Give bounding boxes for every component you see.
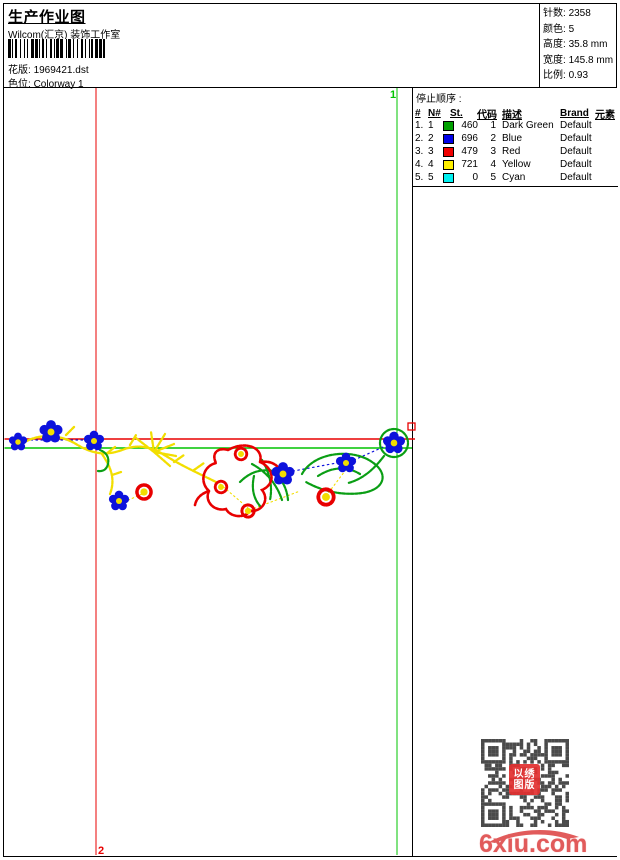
row-index: 3. <box>415 146 424 157</box>
colorway-label: 色位: <box>8 79 31 90</box>
row-index: 2. <box>415 133 424 144</box>
watermark: 6xiu.com <box>475 826 587 858</box>
design-file-value: 1969421.dst <box>33 65 89 76</box>
stop-sequence-row: 3. 3 479 3 Red Default <box>415 145 618 158</box>
guide-label-1: 1 <box>390 89 396 101</box>
row-index: 4. <box>415 159 424 170</box>
thread-color-swatch <box>443 146 454 157</box>
col-brand: Brand <box>560 108 589 119</box>
row-brand: Default <box>560 120 592 131</box>
stop-sequence-row: 5. 5 0 5 Cyan Default <box>415 171 618 184</box>
stat-scale: 比例: 0.93 <box>543 70 589 81</box>
stop-sequence-row: 2. 2 696 2 Blue Default <box>415 132 618 145</box>
thread-color-swatch <box>443 133 454 144</box>
thread-color-swatch <box>443 159 454 170</box>
col-needle: N# <box>428 108 441 119</box>
thread-color-swatch <box>443 120 454 131</box>
row-needle-number: 4 <box>428 159 434 170</box>
stop-sequence-row: 1. 1 460 1 Dark Green Default <box>415 119 618 132</box>
row-color-description: Dark Green <box>502 120 554 131</box>
row-stitch-count: 696 <box>461 133 478 144</box>
header: 生产作业图 Wilcom(汇京) 装饰工作室 花版: 1969421.dst 色… <box>4 4 616 90</box>
row-index: 5. <box>415 172 424 183</box>
stop-sequence-header: # N# St. 代码 描述 Brand 元素 <box>415 106 618 121</box>
stat-height: 高度: 35.8 mm <box>543 39 608 50</box>
row-needle-number: 2 <box>428 133 434 144</box>
row-brand: Default <box>560 159 592 170</box>
guide-label-2: 2 <box>98 845 104 855</box>
row-index: 1. <box>415 120 424 131</box>
row-stitch-count: 479 <box>461 146 478 157</box>
end-point-marker <box>407 422 416 431</box>
qr-code: 以绣 图版 <box>481 739 569 827</box>
col-code: 代码 <box>477 110 497 121</box>
row-color-code: 2 <box>490 133 496 144</box>
row-stitch-count: 721 <box>461 159 478 170</box>
row-color-code: 3 <box>490 146 496 157</box>
stop-sequence-panel: 停止顺序 : # N# St. 代码 描述 Brand 元素 1. 1 460 <box>412 88 618 856</box>
design-file-label: 花版: <box>8 65 31 76</box>
row-brand: Default <box>560 146 592 157</box>
stop-sequence-table: # N# St. 代码 描述 Brand 元素 1. 1 460 1 Dark … <box>413 106 618 187</box>
col-hash: # <box>415 108 421 119</box>
row-color-code: 1 <box>490 120 496 131</box>
row-color-code: 5 <box>490 172 496 183</box>
watermark-swoosh <box>489 829 579 843</box>
colorway-line: 色位: Colorway 1 <box>8 75 84 90</box>
stat-width: 宽度: 145.8 mm <box>543 54 614 66</box>
row-brand: Default <box>560 133 592 144</box>
col-element: 元素 <box>595 110 615 121</box>
row-stitch-count: 0 <box>472 172 478 183</box>
row-color-description: Yellow <box>502 159 531 170</box>
col-stitches: St. <box>450 108 463 119</box>
stat-colors: 颜色: 5 <box>543 23 575 35</box>
row-brand: Default <box>560 172 592 183</box>
page-border: 生产作业图 Wilcom(汇京) 装饰工作室 花版: 1969421.dst 色… <box>3 3 618 858</box>
stop-sequence-rows: 1. 1 460 1 Dark Green Default 2. 2 696 <box>415 119 618 184</box>
colorway-value: Colorway 1 <box>33 79 84 90</box>
embroidery-design <box>8 420 410 519</box>
seal-text-top: 以绣 <box>513 768 536 780</box>
row-needle-number: 3 <box>428 146 434 157</box>
row-color-code: 4 <box>490 159 496 170</box>
page-title: 生产作业图 <box>8 9 86 26</box>
row-color-description: Cyan <box>502 172 526 183</box>
row-needle-number: 1 <box>428 120 434 131</box>
row-stitch-count: 460 <box>461 120 478 131</box>
hoop-guides: 1 2 <box>4 88 416 855</box>
col-description: 描述 <box>502 110 522 121</box>
seal-text-bottom: 图版 <box>513 779 536 791</box>
row-color-description: Blue <box>502 133 523 144</box>
thread-color-swatch <box>443 172 454 183</box>
row-needle-number: 5 <box>428 172 434 183</box>
design-file-line: 花版: 1969421.dst <box>8 61 89 76</box>
stop-sequence-row: 4. 4 721 4 Yellow Default <box>415 158 618 171</box>
red-seal: 以绣 图版 <box>509 764 540 795</box>
row-color-description: Red <box>502 146 521 157</box>
barcode <box>8 39 120 58</box>
stop-sequence-title: 停止顺序 : <box>416 94 462 105</box>
stat-stitches: 针数: 2358 <box>543 8 591 19</box>
design-canvas: 1 2 <box>4 88 416 855</box>
studio-name: Wilcom(汇京) 装饰工作室 <box>8 30 121 41</box>
design-stats: 针数: 2358 颜色: 5 高度: 35.8 mm 宽度: 145.8 mm … <box>539 4 616 88</box>
